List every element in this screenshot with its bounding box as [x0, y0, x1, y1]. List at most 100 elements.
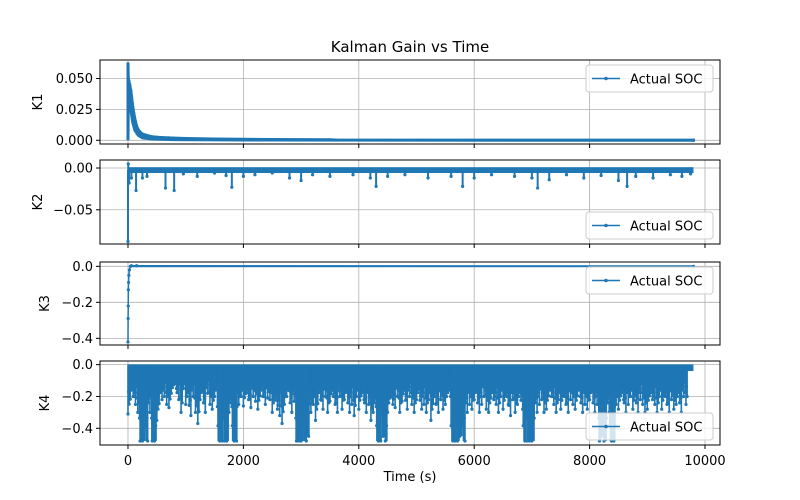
- data-point: [362, 401, 367, 405]
- data-point: [135, 264, 139, 268]
- data-point: [661, 398, 665, 402]
- data-point: [287, 176, 292, 180]
- data-point: [389, 394, 393, 399]
- data-point: [228, 401, 232, 405]
- data-point: [429, 418, 433, 422]
- legend-label: Actual SOC: [630, 73, 702, 88]
- data-point: [256, 407, 260, 411]
- data-point: [201, 401, 206, 405]
- data-point: [574, 398, 578, 402]
- data-point: [605, 401, 610, 405]
- data-series: [126, 62, 696, 142]
- data-point: [391, 402, 395, 407]
- data-point: [133, 402, 138, 407]
- data-point: [614, 402, 618, 407]
- series-band: [378, 364, 382, 442]
- data-point: [484, 407, 488, 411]
- series-band: [127, 167, 694, 174]
- data-point: [427, 398, 431, 402]
- data-point: [270, 171, 274, 175]
- y-tick-label: −0.05: [53, 203, 93, 218]
- data-point: [319, 398, 323, 402]
- data-point: [129, 264, 134, 268]
- data-point: [165, 402, 169, 407]
- data-point: [579, 401, 583, 405]
- data-point: [537, 402, 541, 407]
- data-point: [684, 402, 688, 407]
- data-point: [564, 401, 569, 405]
- series-band: [526, 364, 530, 442]
- data-point: [406, 388, 410, 392]
- data-point: [342, 398, 346, 402]
- data-point: [487, 410, 491, 414]
- data-point: [622, 401, 626, 405]
- data-point: [669, 398, 674, 402]
- data-point: [184, 402, 188, 407]
- data-point: [251, 394, 255, 399]
- data-point: [431, 402, 435, 406]
- data-point: [617, 398, 622, 402]
- data-point: [175, 391, 179, 395]
- data-point: [184, 136, 188, 141]
- data-point: [386, 174, 390, 178]
- data-point: [197, 410, 201, 414]
- data-point: [149, 134, 153, 139]
- data-point: [628, 394, 633, 399]
- data-point: [126, 288, 130, 292]
- data-point: [309, 410, 313, 414]
- legend-box: [585, 266, 714, 295]
- data-point: [134, 188, 138, 193]
- series-band: [601, 364, 605, 437]
- data-point: [261, 394, 266, 399]
- legend: Actual SOC: [585, 412, 714, 441]
- data-point: [626, 402, 630, 407]
- axes-frame: [99, 159, 721, 245]
- y-axis-label: K1: [31, 94, 46, 111]
- data-point: [393, 406, 397, 410]
- data-point: [315, 407, 319, 411]
- data-point: [268, 398, 272, 402]
- data-point: [507, 403, 511, 407]
- data-point: [648, 394, 652, 398]
- data-point: [595, 402, 599, 407]
- data-point: [126, 280, 131, 285]
- data-point: [210, 407, 214, 411]
- data-point: [649, 391, 653, 395]
- data-point: [573, 407, 577, 411]
- data-point: [401, 392, 405, 396]
- data-point: [241, 174, 245, 178]
- data-point: [435, 401, 439, 405]
- data-point: [189, 413, 193, 418]
- data-point: [424, 410, 428, 414]
- subplot-2: 0.00−0.05K2Time (s)Actual SOC: [31, 159, 721, 284]
- data-series: [126, 364, 694, 443]
- data-point: [663, 394, 667, 399]
- data-point: [270, 410, 274, 414]
- data-point: [127, 268, 132, 272]
- series-band: [451, 364, 454, 442]
- data-point: [278, 413, 282, 418]
- data-point: [253, 173, 257, 177]
- data-point: [126, 62, 130, 66]
- series-band: [531, 364, 535, 442]
- series-band: [376, 364, 379, 442]
- data-point: [583, 402, 587, 407]
- data-point: [461, 184, 465, 188]
- data-point: [566, 410, 570, 414]
- data-point: [465, 410, 469, 414]
- data-point: [208, 402, 212, 407]
- data-point: [638, 398, 642, 402]
- data-point: [668, 173, 672, 177]
- data-point: [140, 176, 145, 180]
- y-tick-label: 0.0: [72, 358, 93, 373]
- data-point: [519, 398, 523, 402]
- data-point: [144, 133, 149, 137]
- data-point: [180, 401, 184, 405]
- x-axis-label: Time (s): [383, 470, 437, 485]
- data-point: [425, 401, 430, 405]
- data-point: [132, 394, 136, 399]
- data-point: [492, 394, 496, 399]
- data-point: [270, 137, 274, 142]
- data-point: [410, 402, 414, 407]
- data-point: [340, 407, 344, 411]
